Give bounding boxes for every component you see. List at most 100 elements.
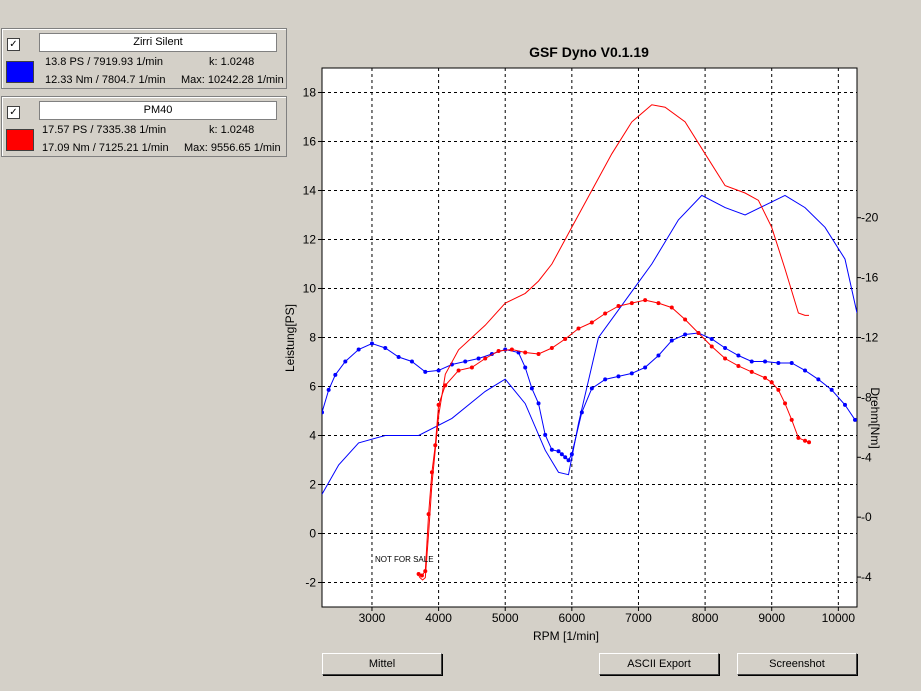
torque-point-pm40 [429,470,434,475]
series-checkbox[interactable]: ✓ [7,106,20,119]
torque-point-zirri-silent [603,377,608,382]
y-tick-label: 6 [309,380,316,394]
x-tick-label: 9000 [758,611,785,625]
series-panel-pm40: ✓ PM40 17.57 PS / 7335.38 1/min 17.09 Nm… [1,96,287,157]
torque-point-pm40 [683,317,688,322]
power-curve-zirri-silent [322,194,857,495]
series-power-readout: 13.8 PS / 7919.93 1/min [45,56,164,68]
torque-point-zirri-silent [523,365,528,370]
series-max-rpm: Max: 9556.65 1/min [184,142,281,154]
torque-point-zirri-silent [563,455,568,460]
torque-point-pm40 [469,365,474,370]
torque-point-zirri-silent [656,353,661,358]
y2-tick-label: -4 [861,570,872,584]
torque-point-pm40 [776,387,781,392]
y2-tick-label: -16 [861,271,879,285]
torque-point-zirri-silent [669,338,674,343]
torque-point-pm40 [549,345,554,350]
torque-point-pm40 [709,344,714,349]
grid [322,68,857,607]
series-panel-zirri: ✓ Zirri Silent 13.8 PS / 7919.93 1/min 1… [1,28,287,89]
x-tick-label: 7000 [625,611,652,625]
torque-point-zirri-silent [816,377,821,382]
torque-point-pm40 [783,401,788,406]
torque-point-pm40 [769,380,774,385]
torque-point-zirri-silent [789,360,794,365]
torque-point-zirri-silent [629,371,634,376]
torque-point-pm40 [419,573,424,578]
torque-point-pm40 [523,350,528,355]
torque-point-zirri-silent [616,374,621,379]
torque-point-zirri-silent [476,356,481,361]
torque-point-zirri-silent [326,387,331,392]
series-max-rpm: Max: 10242.28 1/min [181,74,284,86]
torque-point-pm40 [443,383,448,388]
torque-point-zirri-silent [749,359,754,364]
y-tick-label: 8 [309,331,316,345]
x-tick-label: 8000 [692,611,719,625]
torque-point-pm40 [509,347,514,352]
torque-point-pm40 [749,369,754,374]
x-tick-label: 3000 [359,611,386,625]
torque-point-zirri-silent [529,386,534,391]
torque-point-pm40 [563,336,568,341]
series-color-swatch[interactable] [6,61,34,83]
series-checkbox[interactable]: ✓ [7,38,20,51]
y2-tick-label: -12 [861,331,879,345]
x-axis-ticks: 3000 4000 5000 6000 7000 8000 9000 10000 [359,607,856,625]
torque-point-zirri-silent [683,332,688,337]
y-tick-label: 18 [303,86,317,100]
torque-point-pm40 [436,402,441,407]
torque-point-pm40 [576,326,581,331]
torque-point-pm40 [536,351,541,356]
torque-point-pm40 [789,417,794,422]
torque-point-zirri-silent [709,336,714,341]
y-tick-label: 10 [303,282,317,296]
series-k-value: k: 1.0248 [209,124,255,136]
x-tick-label: 10000 [822,611,856,625]
ascii-export-button[interactable]: ASCII Export [599,653,719,675]
x-tick-label: 5000 [492,611,519,625]
series-name-field[interactable]: Zirri Silent [39,33,277,52]
torque-point-zirri-silent [356,347,361,352]
torque-point-zirri-silent [369,341,374,346]
torque-point-zirri-silent [776,360,781,365]
torque-point-zirri-silent [333,372,338,377]
torque-point-pm40 [416,572,421,577]
torque-point-pm40 [589,320,594,325]
torque-point-zirri-silent [396,354,401,359]
torque-point-pm40 [696,331,701,336]
y2-tick-label: -4 [861,450,872,464]
torque-point-pm40 [603,311,608,316]
torque-point-pm40 [629,301,634,306]
torque-point-zirri-silent [643,365,648,370]
torque-point-pm40 [426,512,431,517]
torque-point-pm40 [723,356,728,361]
watermark-text: NOT FOR SALE [375,555,434,564]
series-name-field[interactable]: PM40 [39,101,277,120]
torque-point-pm40 [807,440,812,445]
torque-point-zirri-silent [566,458,571,463]
torque-point-zirri-silent [723,345,728,350]
torque-point-zirri-silent [556,449,561,454]
torque-point-pm40 [483,356,488,361]
torque-point-pm40 [423,569,428,574]
torque-point-zirri-silent [543,432,548,437]
torque-point-zirri-silent [829,387,834,392]
torque-point-zirri-silent [559,452,564,457]
torque-point-zirri-silent [803,368,808,373]
torque-point-pm40 [456,368,461,373]
mittel-button[interactable]: Mittel [322,653,442,675]
torque-point-pm40 [669,305,674,310]
screenshot-button[interactable]: Screenshot [737,653,857,675]
y2-axis-ticks: -4 -0 -4 -8 -12 -16 -20 [857,211,879,584]
torque-point-zirri-silent [536,401,541,406]
series-color-swatch[interactable] [6,129,34,151]
series-power-readout: 17.57 PS / 7335.38 1/min [42,124,167,136]
torque-point-pm40 [796,435,801,440]
y-tick-label: 12 [303,233,317,247]
torque-point-pm40 [763,375,768,380]
torque-point-zirri-silent [736,353,741,358]
torque-point-zirri-silent [569,452,574,457]
